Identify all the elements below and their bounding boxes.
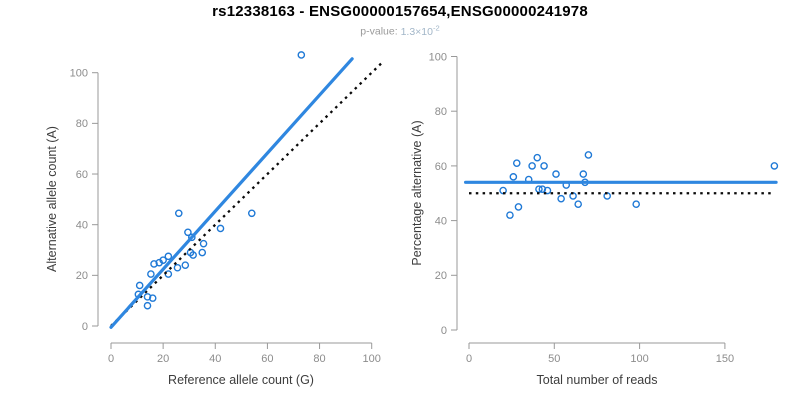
pvalue-base: 1.3×10 xyxy=(400,25,433,38)
data-point xyxy=(538,185,547,193)
right-plot: 0 20 40 60 80 100 0 50 100 150 Total number of rea… xyxy=(410,51,779,387)
data-point xyxy=(770,162,779,170)
data-point xyxy=(574,200,582,208)
data-point xyxy=(143,301,152,310)
data-point xyxy=(557,194,565,203)
data-point xyxy=(509,173,518,181)
data-point xyxy=(247,209,256,218)
x-tick-label: 100 xyxy=(630,353,648,365)
data-point xyxy=(164,252,173,261)
chart-title: rs12338163 - ENSG00000157654,ENSG0000024… xyxy=(212,3,588,20)
data-point xyxy=(159,256,167,264)
y-tick-label: 40 xyxy=(435,215,447,227)
data-point xyxy=(135,281,144,290)
data-point xyxy=(216,224,225,233)
y-tick-label: 60 xyxy=(435,161,447,173)
data-point xyxy=(143,293,152,301)
y-tick-label: 20 xyxy=(435,270,447,282)
y-tick-label: 80 xyxy=(76,118,88,130)
data-point xyxy=(540,162,548,170)
data-point xyxy=(184,228,192,237)
data-point xyxy=(297,51,306,59)
x-tick-label: 0 xyxy=(466,353,472,365)
y-tick-label: 100 xyxy=(429,51,447,63)
x-tick-label: 20 xyxy=(157,353,169,365)
y-tick-label: 60 xyxy=(76,169,88,181)
data-point xyxy=(188,233,196,242)
x-tick-label: 40 xyxy=(209,353,221,365)
pvalue-exponent: -2 xyxy=(432,23,440,32)
data-point xyxy=(148,294,157,302)
data-point xyxy=(173,263,182,272)
data-point xyxy=(552,170,560,178)
data-point xyxy=(147,270,155,278)
y-tick-label: 40 xyxy=(76,220,88,232)
x-tick-label: 50 xyxy=(548,353,560,365)
pvalue-value: 1.3×10-2 xyxy=(400,23,440,38)
data-point xyxy=(528,162,536,170)
y-tick-label: 0 xyxy=(82,321,88,333)
y-axis-label: Alternative allele count (A) xyxy=(45,126,59,272)
y-tick-label: 20 xyxy=(76,270,88,282)
x-tick-label: 150 xyxy=(716,353,734,365)
y-tick-label: 80 xyxy=(435,106,447,118)
data-point xyxy=(150,260,158,268)
data-point xyxy=(174,209,183,218)
x-axis-label: Total number of reads xyxy=(537,373,658,387)
data-point xyxy=(512,159,521,167)
x-tick-label: 80 xyxy=(313,353,325,365)
x-tick-label: 0 xyxy=(108,353,114,365)
fit-line xyxy=(109,57,354,329)
data-point xyxy=(584,151,593,159)
y-tick-label: 100 xyxy=(70,68,88,80)
data-point xyxy=(533,153,542,162)
data-point xyxy=(199,239,208,248)
data-point xyxy=(189,251,197,259)
data-point xyxy=(632,200,640,208)
pvalue-subtitle: p-value: 1.3×10-2 xyxy=(0,23,800,38)
left-plot: 0 20 40 60 80 100 0 20 40 60 80 100 Reference allele… xyxy=(45,51,383,387)
data-point xyxy=(514,203,523,211)
pvalue-label: p-value: xyxy=(360,25,401,38)
x-tick-label: 60 xyxy=(261,353,273,365)
x-axis-label: Reference allele count (G) xyxy=(168,373,314,387)
data-point xyxy=(543,186,552,195)
data-point xyxy=(506,211,514,219)
data-point xyxy=(181,261,190,270)
y-axis-label: Percentage alternative (A) xyxy=(410,120,424,265)
reference-line xyxy=(110,61,383,327)
data-point xyxy=(579,170,588,178)
data-point xyxy=(198,248,207,257)
y-tick-label: 0 xyxy=(441,325,447,337)
x-tick-label: 100 xyxy=(363,353,381,365)
